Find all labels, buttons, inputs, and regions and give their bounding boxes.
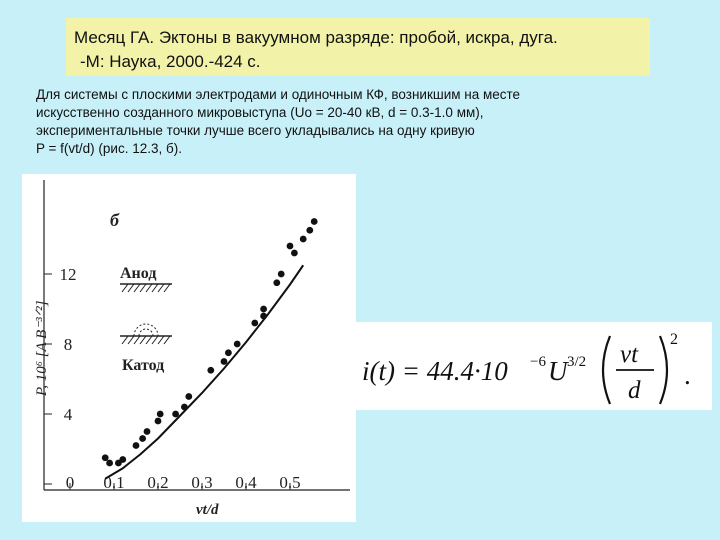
data-point xyxy=(154,417,162,425)
data-point xyxy=(225,349,232,357)
citation-line-2: -М: Наука, 2000.-424 с. xyxy=(80,52,261,71)
anode-label: Анод xyxy=(120,265,156,282)
data-point xyxy=(101,454,109,462)
formula-u: U xyxy=(548,356,569,386)
data-point xyxy=(260,305,267,313)
y-tick-label: 12 xyxy=(60,265,77,284)
data-point xyxy=(220,358,228,365)
formula-lhs: i(t) = 44.4·10 xyxy=(362,356,508,386)
data-point xyxy=(139,435,146,442)
anode-electrode-icon xyxy=(120,283,172,293)
scatter-chart: 4 8 12 0 0.1 0.2 0.3 0.4 0.5 б Анод xyxy=(34,180,350,518)
data-point xyxy=(143,428,151,435)
cathode-electrode-icon xyxy=(120,323,172,345)
citation-line-1: Месяц ГА. Эктоны в вакуумном разряде: пр… xyxy=(74,28,558,47)
x-tick-label: 0.3 xyxy=(191,473,212,492)
citation-box: Месяц ГА. Эктоны в вакуумном разряде: пр… xyxy=(66,18,650,76)
cathode-label: Катод xyxy=(122,357,164,374)
data-point xyxy=(132,442,140,449)
right-paren xyxy=(658,335,669,405)
x-tick-label: 0 xyxy=(66,473,75,492)
figure-panel: 4 8 12 0 0.1 0.2 0.3 0.4 0.5 б Анод xyxy=(22,174,356,522)
data-point xyxy=(306,226,314,234)
data-point xyxy=(185,393,193,400)
data-point xyxy=(181,403,188,411)
data-point xyxy=(233,340,241,348)
description-line: экспериментальные точки лучше всего укла… xyxy=(36,123,475,138)
description-line: искусственно созданного микровыступа (Uo… xyxy=(36,105,484,120)
formula-exponent-1: −6 xyxy=(530,354,546,370)
data-point xyxy=(273,279,281,287)
data-point xyxy=(299,235,307,243)
x-tick-label: 0.4 xyxy=(235,473,257,492)
description-line: Для системы с плоскими электродами и оди… xyxy=(36,87,521,102)
data-point xyxy=(106,459,113,467)
formula-denominator: d xyxy=(628,377,641,404)
data-point xyxy=(251,319,259,327)
data-point xyxy=(260,312,267,320)
data-point xyxy=(172,410,180,418)
formula-exponent-2: 3/2 xyxy=(567,354,586,370)
formula-period: . xyxy=(684,360,691,390)
formula-power: 2 xyxy=(670,331,678,348)
x-axis-title: vt/d xyxy=(196,502,219,518)
panel-label: б xyxy=(110,210,120,230)
data-point xyxy=(119,456,127,463)
x-tick-label: 0.2 xyxy=(147,473,168,492)
data-point xyxy=(207,366,215,374)
y-axis-title: P, 10⁶ [A B⁻³ᐟ²] xyxy=(34,300,50,397)
formula-box: i(t) = 44.4·10 −6 U 3/2 vt d 2 . xyxy=(348,322,712,410)
formula-svg: i(t) = 44.4·10 −6 U 3/2 vt d 2 . xyxy=(362,331,691,405)
x-tick-label: 0.1 xyxy=(103,473,124,492)
svg-text:i(t) = 44.4·10: i(t) = 44.4·10 xyxy=(362,356,508,386)
data-point xyxy=(291,249,298,257)
description-line: P = f(vt/d) (рис. 12.3, б). xyxy=(36,141,182,156)
y-tick-label: 8 xyxy=(64,335,73,354)
x-tick-label: 0.5 xyxy=(279,473,300,492)
data-point xyxy=(286,242,294,250)
formula-numerator: vt xyxy=(620,341,639,368)
fit-curve xyxy=(104,264,305,480)
data-point xyxy=(156,410,164,418)
data-point xyxy=(277,270,285,278)
y-tick-label: 4 xyxy=(64,405,73,424)
data-point xyxy=(310,218,318,225)
left-paren xyxy=(601,335,612,405)
description-text: Для системы с плоскими электродами и оди… xyxy=(36,86,656,158)
